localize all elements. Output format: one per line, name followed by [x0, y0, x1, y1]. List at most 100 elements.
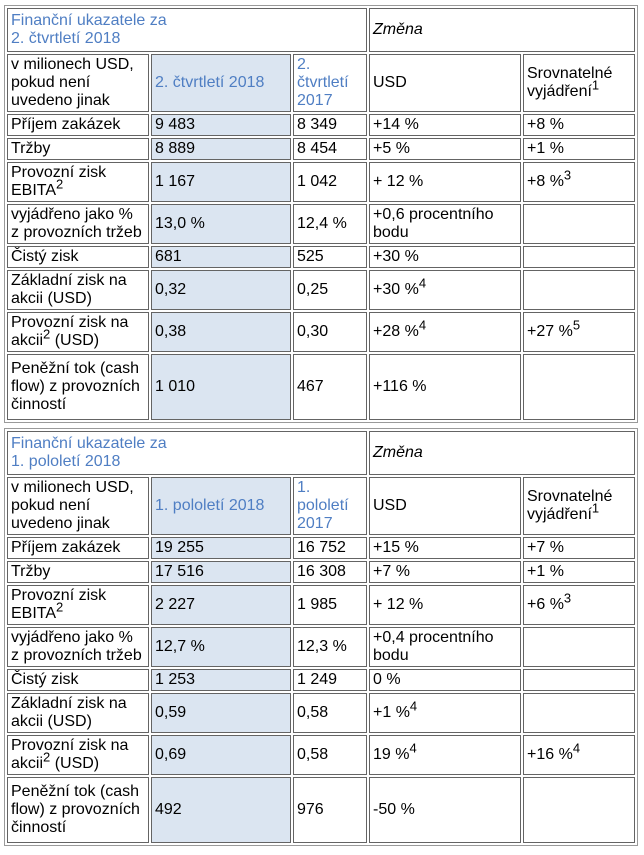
row-label: Peněžní tok (cash flow) z provozních čin… — [7, 777, 149, 843]
value-prior-period: 1 042 — [293, 162, 367, 202]
change-usd: +28 %4 — [369, 312, 521, 352]
footnote-marker: 2 — [43, 749, 51, 765]
row-label: Čistý zisk — [7, 246, 149, 268]
row-label: Příjem zakázek — [7, 114, 149, 136]
table-body: Příjem zakázek 19 255 16 752 +15 % +7 % Tržby… — [7, 537, 636, 843]
value-current-period: 0,59 — [151, 693, 291, 733]
value-prior-period: 1 249 — [293, 669, 367, 691]
change-comparable — [523, 246, 636, 268]
table-row: Provozní zisk EBITA2 2 227 1 985 + 12 % +6 %… — [7, 585, 636, 625]
title-row: Finanční ukazatele za 1. pololetí 2018 Zm… — [7, 431, 636, 475]
col-header-usd: USD — [369, 477, 521, 535]
change-usd: 19 %4 — [369, 735, 521, 775]
row-label: Provozní zisk na akcii2 (USD) — [7, 312, 149, 352]
value-prior-period: 16 752 — [293, 537, 367, 559]
value-current-period: 0,38 — [151, 312, 291, 352]
table-title: Finanční ukazatele za 1. pololetí 2018 — [7, 431, 367, 475]
col-header-prior-period: 1. pololetí 2017 — [293, 477, 367, 535]
column-header-row: v milionech USD, pokud není uvedeno jina… — [7, 477, 636, 535]
change-usd: +0,4 procentního bodu — [369, 627, 521, 667]
footnote-marker: 4 — [409, 698, 418, 714]
change-comparable — [523, 693, 636, 733]
col-header-current-period: 1. pololetí 2018 — [151, 477, 291, 535]
value-prior-period: 8 454 — [293, 138, 367, 160]
change-comparable: +7 % — [523, 537, 636, 559]
value-prior-period: 525 — [293, 246, 367, 268]
change-usd: +1 %4 — [369, 693, 521, 733]
financial-table-q2-2018: Finanční ukazatele za 2. čtvrtletí 2018 Z… — [4, 5, 639, 423]
change-comparable — [523, 354, 636, 420]
footnote-marker: 2 — [56, 599, 64, 615]
table-row: vyjádřeno jako % z provozních tržeb 12,7 … — [7, 627, 636, 667]
footnote-marker: 2 — [43, 326, 51, 342]
table-row: Peněžní tok (cash flow) z provozních čin… — [7, 777, 636, 843]
table-row: Příjem zakázek 9 483 8 349 +14 % +8 % — [7, 114, 636, 136]
change-usd: +30 % — [369, 246, 521, 268]
row-label: Tržby — [7, 138, 149, 160]
value-prior-period: 1 985 — [293, 585, 367, 625]
value-current-period: 12,7 % — [151, 627, 291, 667]
change-usd: +15 % — [369, 537, 521, 559]
col-header-comparable: Srovnatelné vyjádření1 — [523, 477, 636, 535]
financial-table-h1-2018: Finanční ukazatele za 1. pololetí 2018 Zm… — [4, 428, 639, 846]
col-header-prior-period: 2. čtvrtletí 2017 — [293, 54, 367, 112]
footnote-marker: 2 — [56, 176, 64, 192]
value-prior-period: 12,4 % — [293, 204, 367, 244]
footnote-marker: 1 — [591, 77, 600, 93]
col-header-comparable: Srovnatelné vyjádření1 — [523, 54, 636, 112]
change-usd: + 12 % — [369, 162, 521, 202]
change-comparable — [523, 777, 636, 843]
value-current-period: 17 516 — [151, 561, 291, 583]
value-prior-period: 0,58 — [293, 693, 367, 733]
value-current-period: 1 253 — [151, 669, 291, 691]
change-usd: +5 % — [369, 138, 521, 160]
row-label: vyjádřeno jako % z provozních tržeb — [7, 627, 149, 667]
change-comparable: +8 %3 — [523, 162, 636, 202]
change-header: Změna — [369, 8, 636, 52]
value-prior-period: 8 349 — [293, 114, 367, 136]
row-label: Provozní zisk na akcii2 (USD) — [7, 735, 149, 775]
row-label: Příjem zakázek — [7, 537, 149, 559]
change-comparable — [523, 204, 636, 244]
table-row: Čistý zisk 681 525 +30 % — [7, 246, 636, 268]
value-prior-period: 16 308 — [293, 561, 367, 583]
change-comparable: +1 % — [523, 138, 636, 160]
footnote-marker: 4 — [418, 275, 427, 291]
footnote-marker: 3 — [563, 590, 572, 606]
change-comparable — [523, 627, 636, 667]
table-row: Peněžní tok (cash flow) z provozních čin… — [7, 354, 636, 420]
column-header-row: v milionech USD, pokud není uvedeno jina… — [7, 54, 636, 112]
change-usd: +14 % — [369, 114, 521, 136]
change-usd: +30 %4 — [369, 270, 521, 310]
change-usd: 0 % — [369, 669, 521, 691]
table-row: Čistý zisk 1 253 1 249 0 % — [7, 669, 636, 691]
table-row: vyjádřeno jako % z provozních tržeb 13,0 … — [7, 204, 636, 244]
table-row: Provozní zisk na akcii2 (USD) 0,38 0,30 +28… — [7, 312, 636, 352]
row-label: Provozní zisk EBITA2 — [7, 585, 149, 625]
value-prior-period: 12,3 % — [293, 627, 367, 667]
value-current-period: 0,32 — [151, 270, 291, 310]
row-label: Základní zisk na akcii (USD) — [7, 693, 149, 733]
table-row: Provozní zisk EBITA2 1 167 1 042 + 12 % +8 %… — [7, 162, 636, 202]
col-header-current-period: 2. čtvrtletí 2018 — [151, 54, 291, 112]
change-usd: -50 % — [369, 777, 521, 843]
row-label: Peněžní tok (cash flow) z provozních čin… — [7, 354, 149, 420]
value-current-period: 1 010 — [151, 354, 291, 420]
table-row: Základní zisk na akcii (USD) 0,59 0,58 +1 %… — [7, 693, 636, 733]
value-prior-period: 976 — [293, 777, 367, 843]
table-body: Příjem zakázek 9 483 8 349 +14 % +8 % Tržby 8 … — [7, 114, 636, 420]
row-label: Tržby — [7, 561, 149, 583]
value-current-period: 681 — [151, 246, 291, 268]
col-header-usd: USD — [369, 54, 521, 112]
table-title: Finanční ukazatele za 2. čtvrtletí 2018 — [7, 8, 367, 52]
value-current-period: 2 227 — [151, 585, 291, 625]
row-label: Základní zisk na akcii (USD) — [7, 270, 149, 310]
change-comparable: +1 % — [523, 561, 636, 583]
change-comparable — [523, 270, 636, 310]
change-comparable — [523, 669, 636, 691]
row-label: vyjádřeno jako % z provozních tržeb — [7, 204, 149, 244]
footnote-marker: 4 — [572, 740, 581, 756]
value-prior-period: 0,25 — [293, 270, 367, 310]
unit-label: v milionech USD, pokud není uvedeno jina… — [7, 54, 149, 112]
